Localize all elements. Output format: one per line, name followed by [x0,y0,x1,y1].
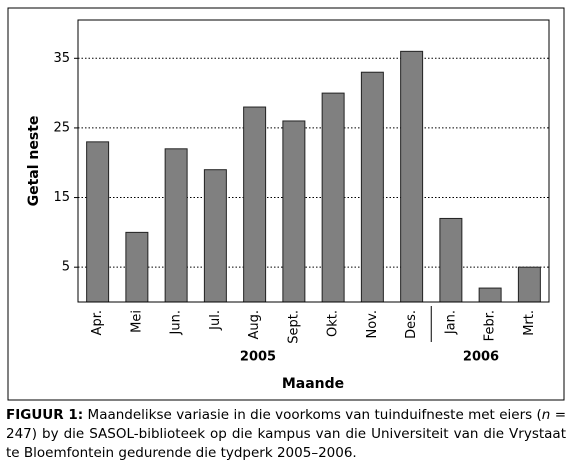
plot-area [77,19,550,303]
y-axis-label: Getal neste [26,116,42,207]
x-tick-label: Nov. [365,310,380,339]
x-tick-label: Des. [404,310,419,339]
bar [321,92,345,303]
bar [478,287,502,303]
x-tick-label: Sept. [286,310,301,344]
x-tick-label: Jul. [208,310,223,331]
x-tick-label: Mei [129,310,144,333]
year-label: 2006 [463,350,499,365]
x-tick-label: Jan. [443,310,458,335]
caption-text: Maandelikse variasie in die voorkoms van… [83,407,542,423]
bar [282,120,306,303]
bar [400,50,424,303]
frame [7,7,565,401]
bar [439,217,463,303]
bar [360,71,384,303]
x-tick-label: Apr. [90,310,105,335]
caption: FIGUUR 1: Maandelikse variasie in die vo… [6,406,566,463]
chart: Getal neste Maande 2005 2006 5 15 25 35 Apr.… [7,7,565,401]
y-tick-label: 15 [53,190,70,205]
y-tick-label: 35 [53,51,70,66]
bar [517,266,541,303]
bar [125,231,149,303]
x-tick-label: Febr. [483,310,498,341]
caption-label: FIGUUR 1: [6,407,84,423]
x-tick-label: Aug. [247,310,262,340]
x-axis-label: Maande [282,376,344,392]
x-tick-label: Mrt. [522,310,537,336]
y-tick-label: 25 [53,120,70,135]
bar [203,169,227,303]
y-tick-label: 5 [62,260,70,275]
x-tick-label: Okt. [326,310,341,337]
x-tick-label: Jun. [169,310,184,335]
bar [164,148,188,303]
caption-text: = 247) by die SASOL-biblioteek op die ka… [6,407,567,461]
bar [86,141,110,303]
bar [243,106,267,303]
year-label: 2005 [240,350,276,365]
caption-italic: n [541,407,551,423]
